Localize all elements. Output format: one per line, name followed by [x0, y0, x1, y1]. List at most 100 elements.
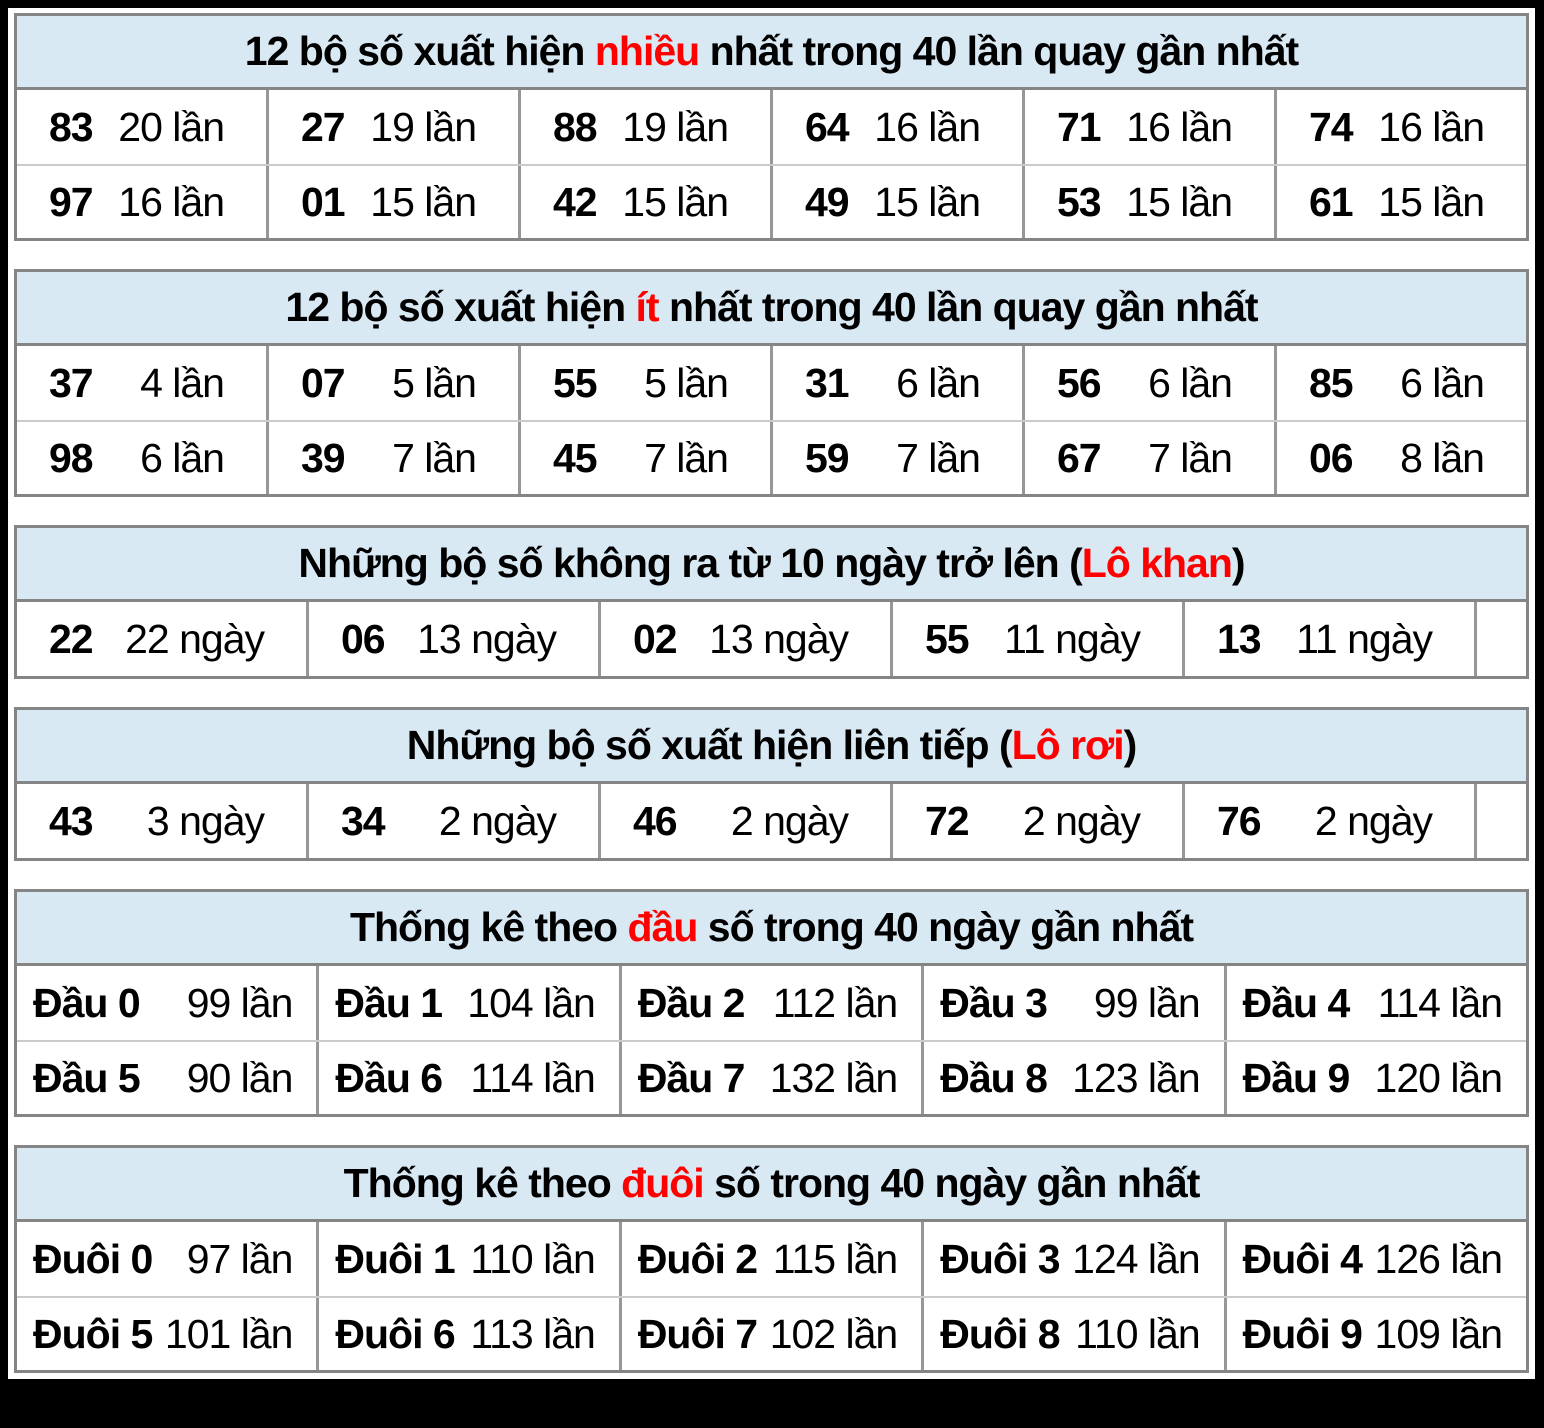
stat-count: 15 lần: [1378, 178, 1485, 225]
section-title-text: ): [1123, 722, 1138, 768]
stat-count: 22 ngày: [125, 615, 265, 662]
stat-cell: 72 2 ngày: [890, 784, 1182, 858]
stat-cell: 02 13 ngày: [598, 602, 890, 676]
stat-cell: 42 15 lần: [518, 166, 770, 238]
stat-number: 72: [925, 797, 970, 844]
stat-count: 15 lần: [370, 178, 477, 225]
section-title-keyword: đuôi: [621, 1160, 705, 1206]
stat-cell: 01 15 lần: [266, 166, 518, 238]
stat-count: 13 ngày: [417, 615, 557, 662]
stat-number: 55: [553, 359, 598, 406]
section-title-duoi-stats: Thống kê theo đuôi số trong 40 ngày gần …: [17, 1148, 1526, 1222]
stat-cell: 46 2 ngày: [598, 784, 890, 858]
stat-number: 37: [49, 359, 94, 406]
stat-count: 13 ngày: [709, 615, 849, 662]
stat-count: 15 lần: [622, 178, 729, 225]
stat-cell: 06 13 ngày: [306, 602, 598, 676]
stat-cell: 55 5 lần: [518, 346, 770, 420]
section-title-text: ): [1231, 540, 1246, 586]
empty-cell: [1474, 784, 1526, 858]
stat-cell: 74 16 lần: [1274, 90, 1526, 164]
section-title-text: Thống kê theo: [349, 904, 628, 950]
stat-cell: 39 7 lần: [266, 422, 518, 494]
section-title-text: Những bộ số xuất hiện liên tiếp (: [406, 722, 1013, 768]
stat-number: 49: [805, 178, 850, 225]
stat-number: Đầu 9: [1242, 1054, 1351, 1101]
table-row: Đuôi 0 97 lần Đuôi 1 110 lần Đuôi 2 115 lần Đu…: [17, 1222, 1526, 1296]
stat-number: 46: [633, 797, 678, 844]
stat-number: 06: [341, 615, 386, 662]
section-title-keyword: ít: [635, 284, 660, 330]
stat-count: 19 lần: [370, 103, 477, 150]
stat-count: 97 lần: [186, 1235, 294, 1282]
stat-number: 13: [1217, 615, 1262, 662]
stat-count: 7 lần: [644, 434, 729, 481]
section-title-keyword: Lô rơi: [1011, 722, 1125, 768]
section-title-text: số trong 40 ngày gần nhất: [703, 1160, 1200, 1206]
table-row: 43 3 ngày 34 2 ngày 46 2 ngày 72 2 ngày 76 2 ngày: [17, 784, 1526, 858]
stat-number: 64: [805, 103, 850, 150]
stat-number: Đuôi 2: [637, 1235, 758, 1282]
stat-number: 31: [805, 359, 850, 406]
stat-cell: 13 11 ngày: [1182, 602, 1474, 676]
stat-cell: Đuôi 2 115 lần: [618, 1222, 921, 1296]
stat-count: 2 ngày: [730, 797, 849, 844]
stat-number: Đầu 1: [335, 979, 443, 1026]
stat-number: 98: [49, 434, 94, 481]
stat-count: 11 ngày: [1004, 615, 1141, 662]
stat-cell: 34 2 ngày: [306, 784, 598, 858]
stat-cell: 71 16 lần: [1022, 90, 1274, 164]
stat-count: 2 ngày: [1022, 797, 1141, 844]
section-title-text: Những bộ số không ra từ 10 ngày trở lên …: [298, 540, 1082, 586]
stat-count: 104 lần: [467, 979, 596, 1026]
section-title-lo-roi: Những bộ số xuất hiện liên tiếp (Lô rơi): [17, 710, 1526, 784]
table-row: Đuôi 5 101 lần Đuôi 6 113 lần Đuôi 7 102 lần Đ…: [17, 1296, 1526, 1370]
stat-number: Đuôi 9: [1242, 1310, 1363, 1357]
stat-number: 59: [805, 434, 850, 481]
stat-number: 34: [341, 797, 386, 844]
stats-table-lo-khan: Những bộ số không ra từ 10 ngày trở lên …: [14, 525, 1529, 679]
stat-number: 53: [1057, 178, 1102, 225]
section-title-keyword: đầu: [627, 904, 698, 950]
stat-number: 55: [925, 615, 970, 662]
stat-count: 124 lần: [1072, 1235, 1201, 1282]
stat-cell: 45 7 lần: [518, 422, 770, 494]
stat-number: 07: [301, 359, 346, 406]
empty-cell: [1474, 602, 1526, 676]
table-row: 22 22 ngày 06 13 ngày 02 13 ngày 55 11 ngày 13 11…: [17, 602, 1526, 676]
stat-cell: Đuôi 0 97 lần: [17, 1222, 316, 1296]
stat-number: 76: [1217, 797, 1262, 844]
stat-cell: Đuôi 1 110 lần: [316, 1222, 618, 1296]
stat-cell: Đuôi 8 110 lần: [921, 1298, 1223, 1370]
stat-number: 43: [49, 797, 94, 844]
stat-number: 06: [1309, 434, 1354, 481]
stat-number: 42: [553, 178, 598, 225]
stat-cell: Đầu 1 104 lần: [316, 966, 618, 1040]
stat-count: 99 lần: [1093, 979, 1201, 1026]
stat-count: 102 lần: [769, 1310, 899, 1357]
stat-number: Đuôi 5: [33, 1310, 153, 1357]
stat-count: 123 lần: [1072, 1054, 1201, 1101]
stat-count: 112 lần: [772, 979, 898, 1026]
stat-cell: 37 4 lần: [17, 346, 266, 420]
stat-count: 11 ngày: [1296, 615, 1433, 662]
stat-count: 99 lần: [186, 979, 294, 1026]
stats-table-lo-roi: Những bộ số xuất hiện liên tiếp (Lô rơi)…: [14, 707, 1529, 861]
stat-cell: Đầu 4 114 lần: [1223, 966, 1526, 1040]
stat-count: 15 lần: [1126, 178, 1233, 225]
stat-number: 22: [49, 615, 94, 662]
stat-cell: 27 19 lần: [266, 90, 518, 164]
stat-count: 109 lần: [1374, 1310, 1504, 1357]
stat-count: 7 lần: [392, 434, 477, 481]
stat-number: Đuôi 0: [33, 1235, 153, 1282]
stat-count: 5 lần: [644, 359, 729, 406]
stat-cell: 07 5 lần: [266, 346, 518, 420]
table-row: 98 6 lần 39 7 lần 45 7 lần 59 7 lần 67 7 lần 06 8 l…: [17, 420, 1526, 494]
stat-number: Đầu 7: [637, 1054, 746, 1101]
stat-count: 110 lần: [470, 1235, 595, 1282]
stat-cell: Đuôi 6 113 lần: [316, 1298, 618, 1370]
stat-count: 6 lần: [1400, 359, 1485, 406]
stat-cell: Đuôi 5 101 lần: [17, 1298, 316, 1370]
section-title-dau-stats: Thống kê theo đầu số trong 40 ngày gần n…: [17, 892, 1526, 966]
stat-count: 7 lần: [896, 434, 981, 481]
